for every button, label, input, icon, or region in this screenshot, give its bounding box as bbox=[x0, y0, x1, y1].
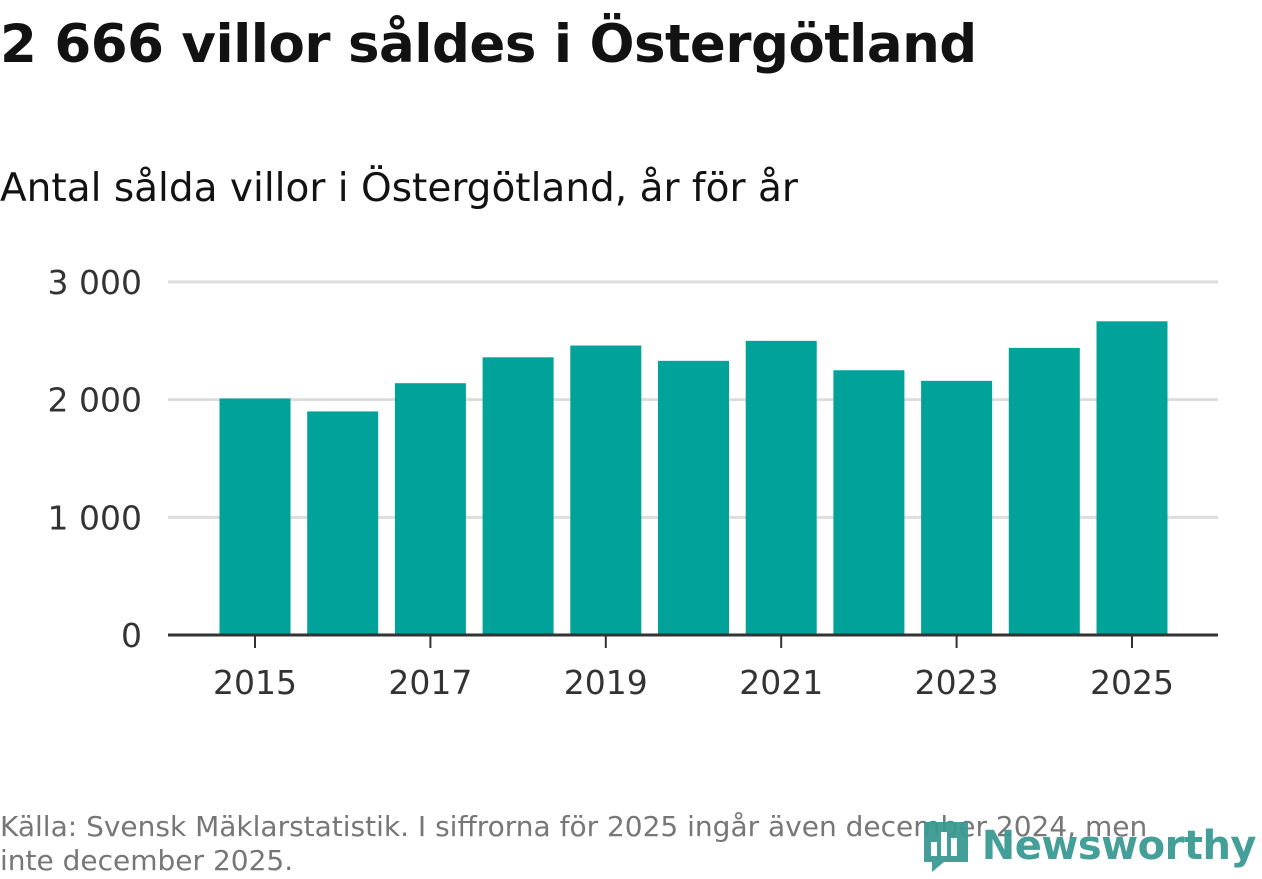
y-tick-label: 3 000 bbox=[48, 263, 142, 302]
bars bbox=[220, 321, 1168, 635]
bar-chart: 0 1 000 2 000 3 000 2015 2017 2019 2021 2023 2025 bbox=[0, 0, 1262, 879]
bar-2021 bbox=[746, 341, 817, 635]
x-tick-label: 2025 bbox=[1090, 663, 1174, 702]
x-tick-label: 2021 bbox=[739, 663, 823, 702]
bar-2023 bbox=[921, 381, 992, 635]
bar-2016 bbox=[307, 411, 378, 635]
newsworthy-logo: Newsworthy bbox=[920, 818, 1256, 874]
bar-2015 bbox=[220, 398, 291, 635]
x-tick-label: 2019 bbox=[564, 663, 648, 702]
bar-2019 bbox=[570, 346, 641, 635]
bar-2018 bbox=[483, 357, 554, 635]
bar-2022 bbox=[833, 370, 904, 635]
bar-chart-speech-bubble-icon bbox=[920, 818, 972, 874]
y-tick-label: 0 bbox=[121, 616, 142, 655]
x-tick-label: 2015 bbox=[213, 663, 297, 702]
y-tick-label: 1 000 bbox=[48, 498, 142, 537]
x-tick-label: 2017 bbox=[388, 663, 472, 702]
x-tick-label: 2023 bbox=[915, 663, 999, 702]
bar-2025 bbox=[1097, 321, 1168, 635]
logo-text: Newsworthy bbox=[982, 823, 1256, 869]
y-tick-label: 2 000 bbox=[48, 381, 142, 420]
bar-2020 bbox=[658, 361, 729, 635]
bar-2024 bbox=[1009, 348, 1080, 635]
bar-2017 bbox=[395, 383, 466, 635]
